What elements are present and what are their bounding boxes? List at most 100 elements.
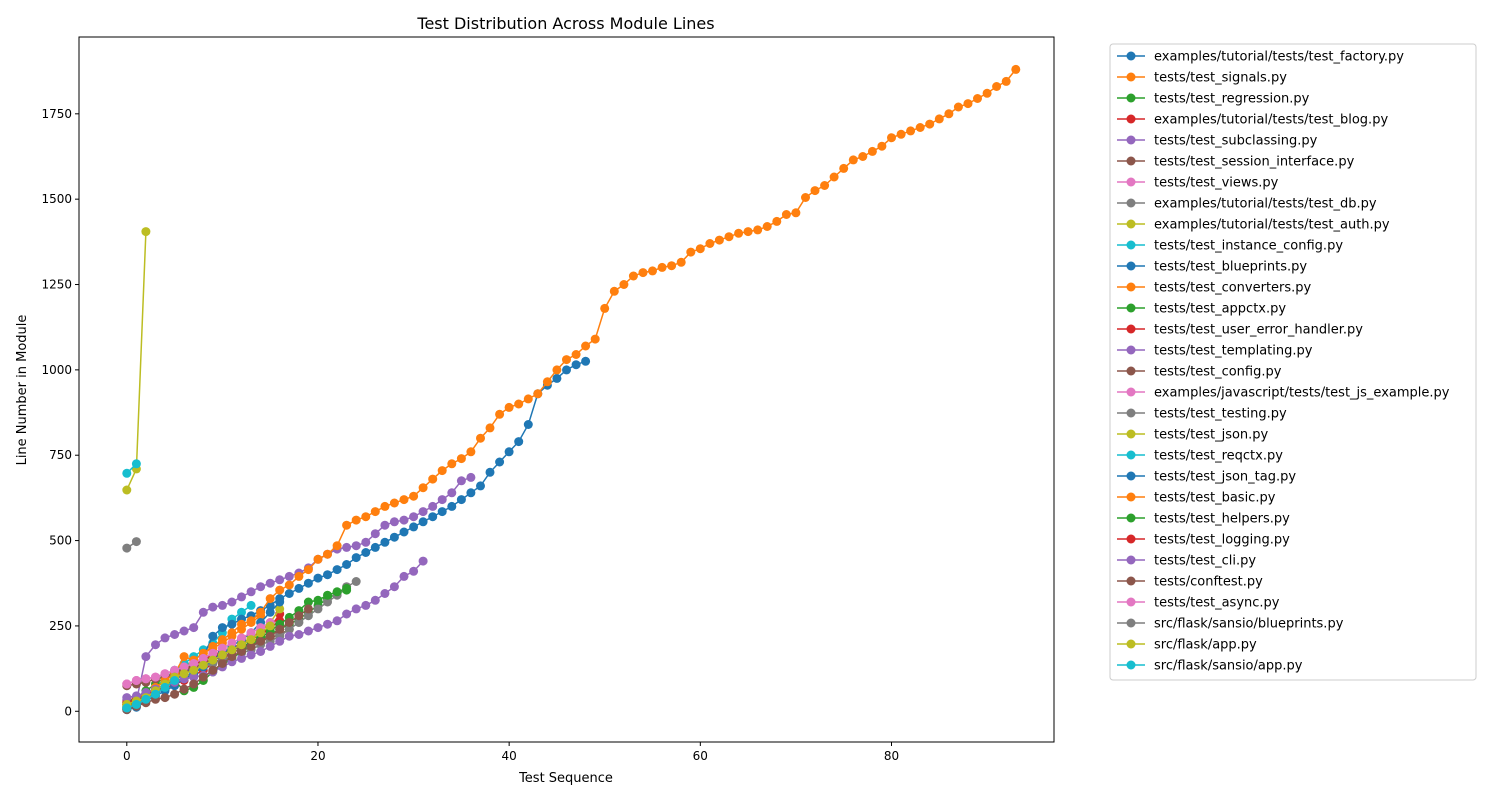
data-point — [303, 611, 313, 621]
data-point — [323, 597, 332, 607]
data-point — [552, 365, 562, 375]
legend-marker — [1126, 639, 1136, 649]
data-point — [495, 457, 505, 467]
data-point — [418, 556, 428, 566]
y-tick-label: 750 — [49, 448, 72, 462]
data-point — [485, 423, 495, 433]
data-point — [342, 609, 352, 619]
data-point — [380, 537, 390, 547]
data-point — [275, 636, 285, 646]
x-axis: 0 20 40 60 80 — [123, 742, 899, 763]
data-point — [456, 454, 466, 464]
legend-marker — [1126, 240, 1136, 250]
data-point — [934, 114, 944, 124]
data-point — [523, 420, 533, 429]
data-point — [237, 607, 246, 617]
data-point — [351, 541, 361, 551]
legend-label: tests/test_templating.py — [1154, 344, 1313, 359]
data-point — [275, 585, 285, 595]
legend-marker — [1126, 114, 1136, 124]
data-point — [466, 472, 476, 482]
legend-label: src/flask/app.py — [1154, 638, 1257, 653]
data-point — [170, 689, 180, 699]
data-point — [447, 501, 457, 511]
data-point — [265, 578, 275, 588]
data-point — [351, 604, 361, 614]
legend-marker — [1126, 219, 1136, 229]
data-point — [562, 365, 571, 375]
data-point — [189, 672, 199, 682]
data-point — [495, 409, 505, 419]
data-point — [657, 262, 667, 272]
data-point — [389, 517, 399, 527]
data-point — [370, 595, 380, 605]
data-point — [122, 679, 132, 689]
data-point — [208, 648, 218, 658]
data-point — [581, 341, 591, 351]
data-point — [628, 271, 638, 281]
data-point — [476, 481, 485, 491]
legend-item: tests/test_converters.py — [1117, 281, 1312, 296]
data-point — [973, 94, 982, 103]
data-point — [1011, 64, 1021, 74]
legend-label: tests/test_helpers.py — [1154, 512, 1290, 527]
legend-item: examples/tutorial/tests/test_factory.py — [1117, 50, 1404, 65]
data-point — [265, 594, 275, 604]
series-30 — [122, 676, 180, 713]
legend-item: examples/tutorial/tests/test_blog.py — [1117, 113, 1388, 128]
data-point — [265, 641, 275, 651]
y-tick-label: 1500 — [41, 192, 72, 206]
series-line — [126, 625, 271, 706]
data-point — [313, 573, 323, 583]
data-point — [361, 537, 371, 547]
data-point — [198, 672, 208, 682]
data-point — [284, 589, 294, 598]
legend-marker — [1126, 324, 1136, 334]
data-point — [217, 600, 227, 610]
data-point — [237, 633, 246, 643]
data-point — [982, 88, 992, 98]
data-point — [781, 210, 791, 219]
legend-marker — [1126, 177, 1136, 187]
data-point — [208, 641, 218, 651]
series-line — [126, 621, 271, 685]
legend-marker — [1126, 387, 1136, 397]
series-27 — [122, 618, 275, 689]
data-point — [485, 467, 495, 477]
legend-label: tests/test_signals.py — [1154, 71, 1287, 86]
data-point — [160, 633, 170, 643]
data-point — [275, 624, 285, 634]
data-point — [208, 631, 218, 641]
data-point — [217, 650, 227, 660]
y-axis: 0 250 500 750 1000 1250 1500 1750 — [41, 107, 79, 718]
data-point — [791, 208, 801, 218]
legend-marker — [1126, 261, 1136, 271]
data-point — [600, 303, 610, 313]
data-point — [342, 583, 352, 593]
data-point — [160, 693, 170, 703]
data-point — [141, 694, 151, 704]
data-point — [189, 623, 199, 633]
series-line — [126, 68, 1017, 706]
legend-item: tests/test_blueprints.py — [1117, 260, 1307, 275]
data-point — [170, 676, 180, 685]
legend-label: tests/test_reqctx.py — [1154, 449, 1283, 464]
legend-marker — [1126, 51, 1136, 61]
data-point — [141, 652, 151, 662]
legend-item: tests/test_instance_config.py — [1117, 239, 1343, 254]
data-point — [743, 227, 753, 237]
legend-label: examples/tutorial/tests/test_db.py — [1154, 197, 1377, 212]
data-point — [122, 468, 132, 478]
legend-label: src/flask/sansio/app.py — [1154, 659, 1303, 674]
legend-item: tests/test_session_interface.py — [1117, 155, 1355, 170]
data-point — [533, 389, 543, 399]
data-point — [179, 652, 189, 662]
legend-label: src/flask/sansio/blueprints.py — [1154, 617, 1344, 632]
legend-item: tests/test_json_tag.py — [1117, 470, 1296, 485]
legend-label: tests/test_subclassing.py — [1154, 134, 1318, 149]
data-point — [227, 619, 237, 629]
legend-item: tests/test_regression.py — [1117, 92, 1310, 107]
data-point — [189, 679, 199, 689]
data-point — [428, 512, 438, 522]
